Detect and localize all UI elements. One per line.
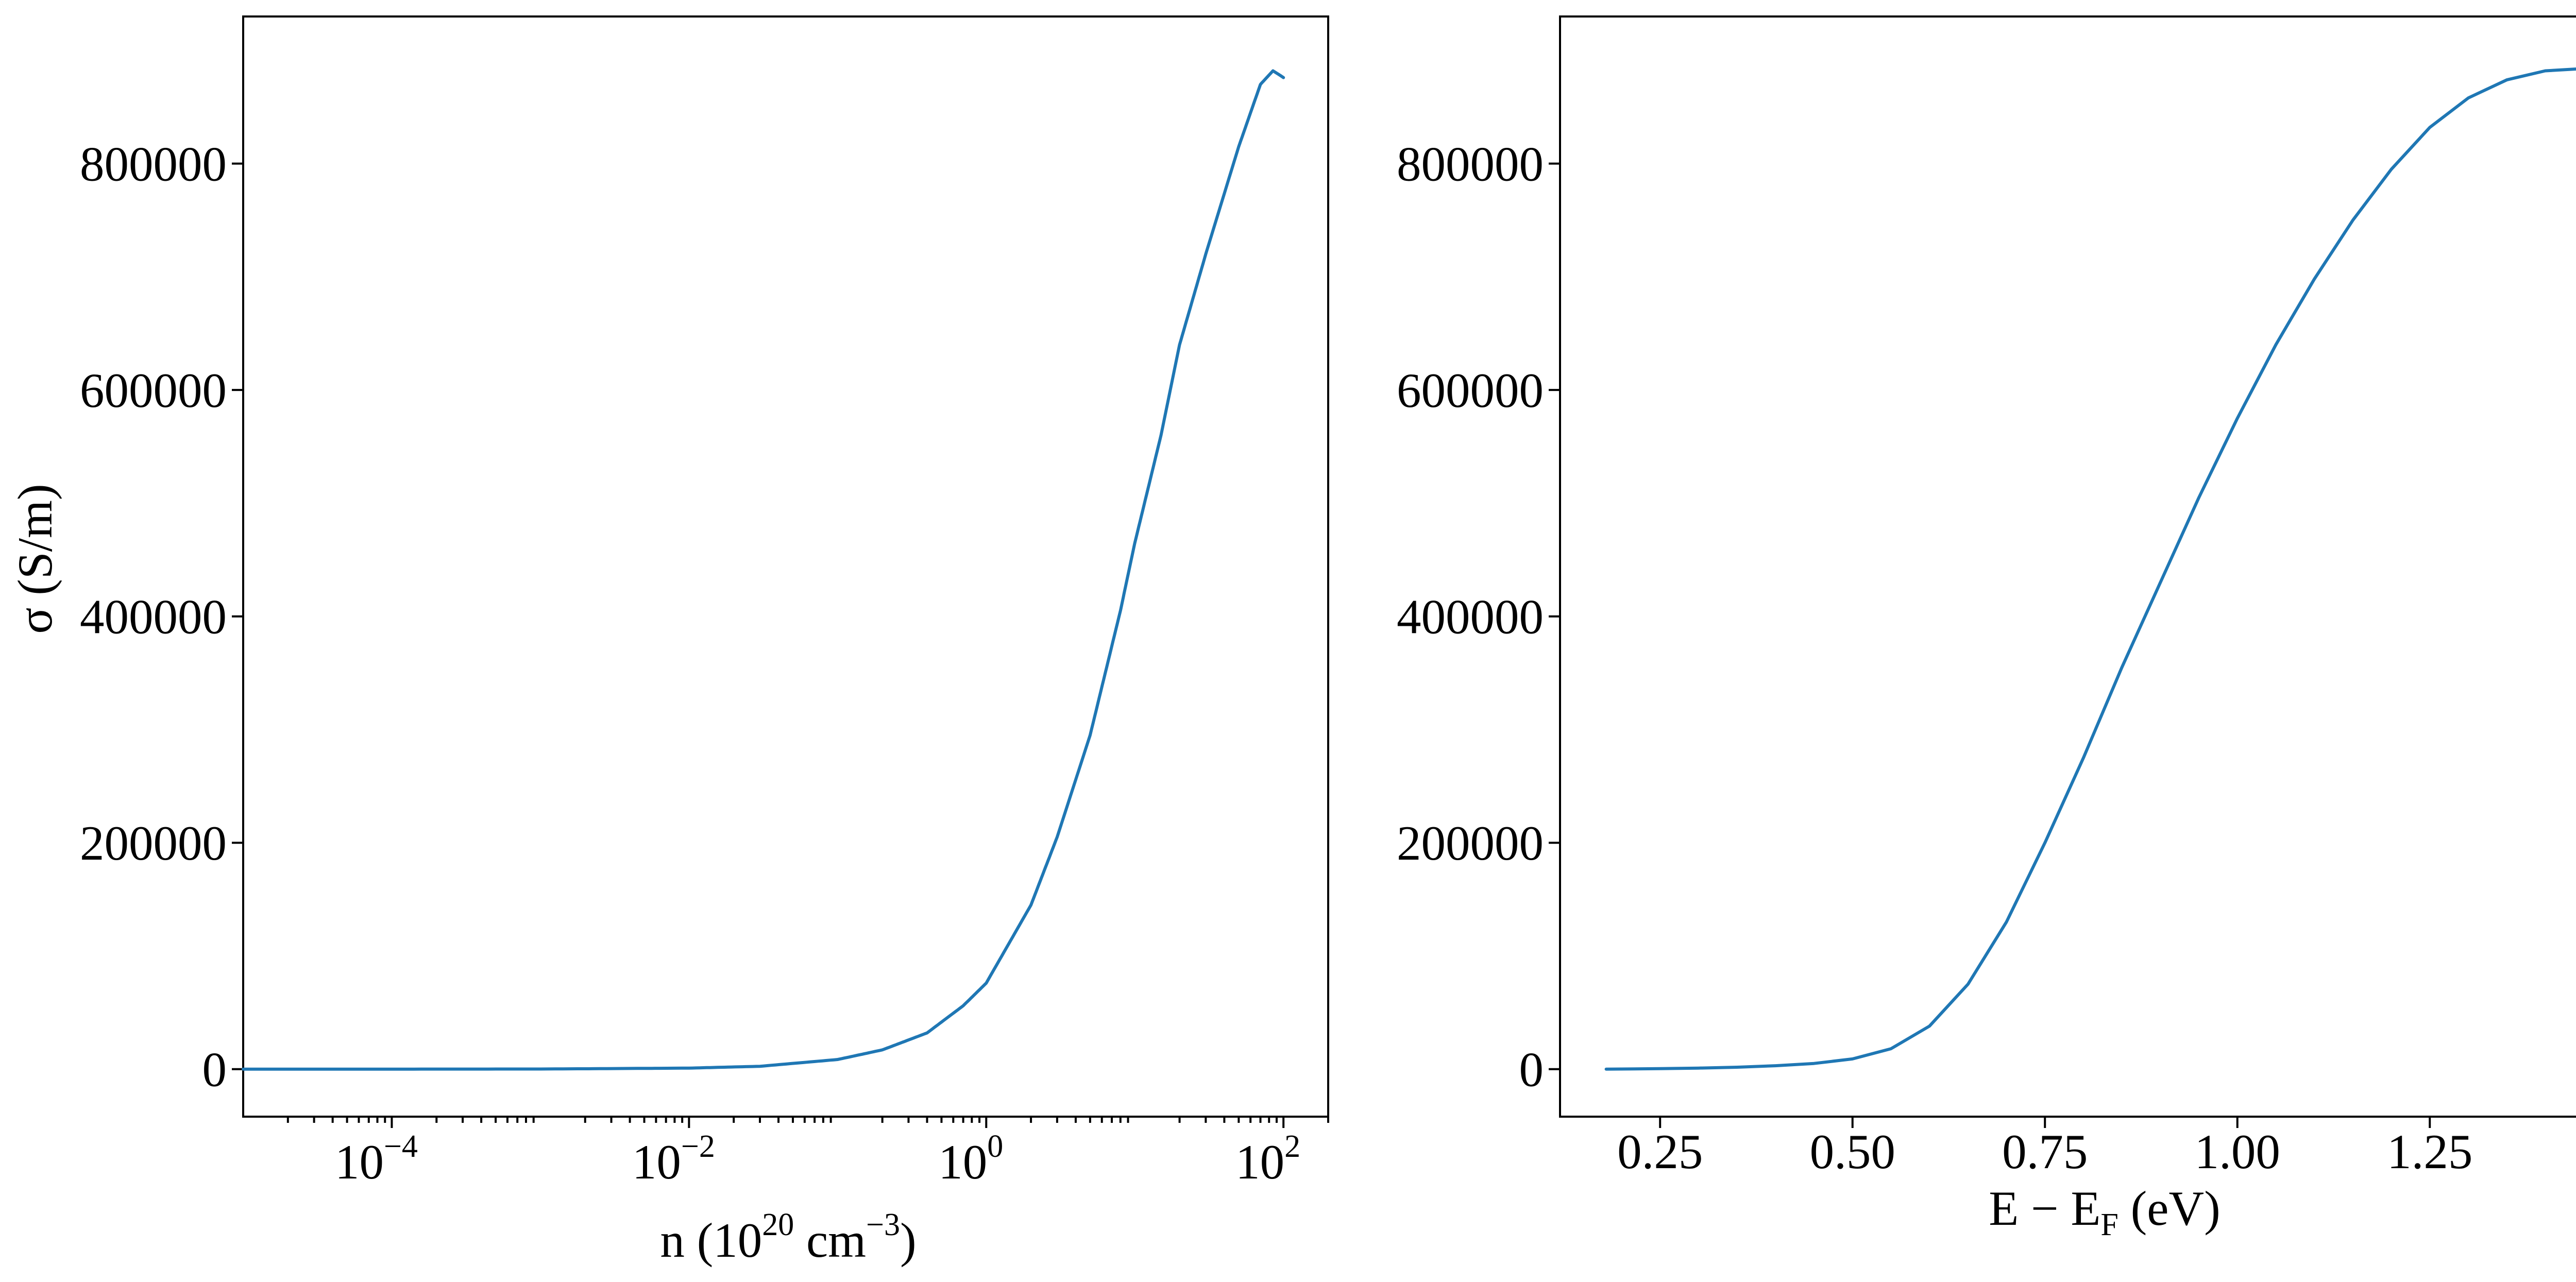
right-xlabel-sub: F bbox=[2100, 1207, 2118, 1242]
right-ytick-label: 600000 bbox=[1397, 363, 1544, 418]
right-ytick-label: 400000 bbox=[1397, 590, 1544, 644]
left-xtick-exp: −2 bbox=[681, 1129, 715, 1164]
right-xtick-label: 0.50 bbox=[1810, 1124, 1895, 1179]
right-ytick-label: 800000 bbox=[1397, 137, 1544, 192]
right-xtick-label: 0.75 bbox=[2002, 1124, 2088, 1179]
right-ytick-label: 200000 bbox=[1397, 816, 1544, 870]
right-plot-frame bbox=[1559, 15, 2576, 1118]
right-xtick-label: 0.25 bbox=[1617, 1124, 1703, 1179]
right-panel-marks: 0 200000 400000 600000 800000 0.25 0.50 0.75 1.0… bbox=[1397, 15, 2576, 1179]
left-xtick-exp: −4 bbox=[384, 1129, 418, 1164]
left-panel-marks: 0 200000 400000 600000 800000 10−4 10−2 100 102 bbox=[80, 15, 1329, 1189]
left-xtick-exp: 0 bbox=[987, 1129, 1003, 1164]
left-ylabel: σ (S/m) bbox=[8, 484, 62, 634]
right-xlabel: E − EF (eV) bbox=[1989, 1181, 2220, 1242]
left-plot-frame bbox=[242, 15, 1329, 1118]
right-xtick-label: 1.00 bbox=[2195, 1124, 2280, 1179]
left-ytick-label: 0 bbox=[202, 1042, 227, 1097]
left-xtick-label: 10−4 bbox=[335, 1129, 418, 1189]
left-xlabel-exp1: 20 bbox=[762, 1207, 794, 1242]
left-xtick-label: 102 bbox=[1235, 1129, 1300, 1189]
right-panel: 0 200000 400000 600000 800000 0.25 0.50 0.75 1.0… bbox=[1397, 15, 2576, 1242]
left-ytick-label: 400000 bbox=[80, 590, 227, 644]
left-ytick-label: 200000 bbox=[80, 816, 227, 870]
left-xlabel-exp2: −3 bbox=[866, 1207, 900, 1242]
left-xtick-label: 100 bbox=[938, 1129, 1003, 1189]
left-xtick-exp: 2 bbox=[1284, 1129, 1300, 1164]
left-series-line bbox=[242, 69, 1285, 1071]
right-series-line bbox=[1604, 67, 2576, 1071]
right-ytick-label: 0 bbox=[1519, 1042, 1544, 1097]
left-xlabel: n (1020 cm−3) bbox=[660, 1207, 916, 1268]
left-ytick-label: 600000 bbox=[80, 363, 227, 418]
right-xtick-label: 1.25 bbox=[2387, 1124, 2472, 1179]
left-xtick-label: 10−2 bbox=[632, 1129, 715, 1189]
left-ytick-label: 800000 bbox=[80, 137, 227, 192]
